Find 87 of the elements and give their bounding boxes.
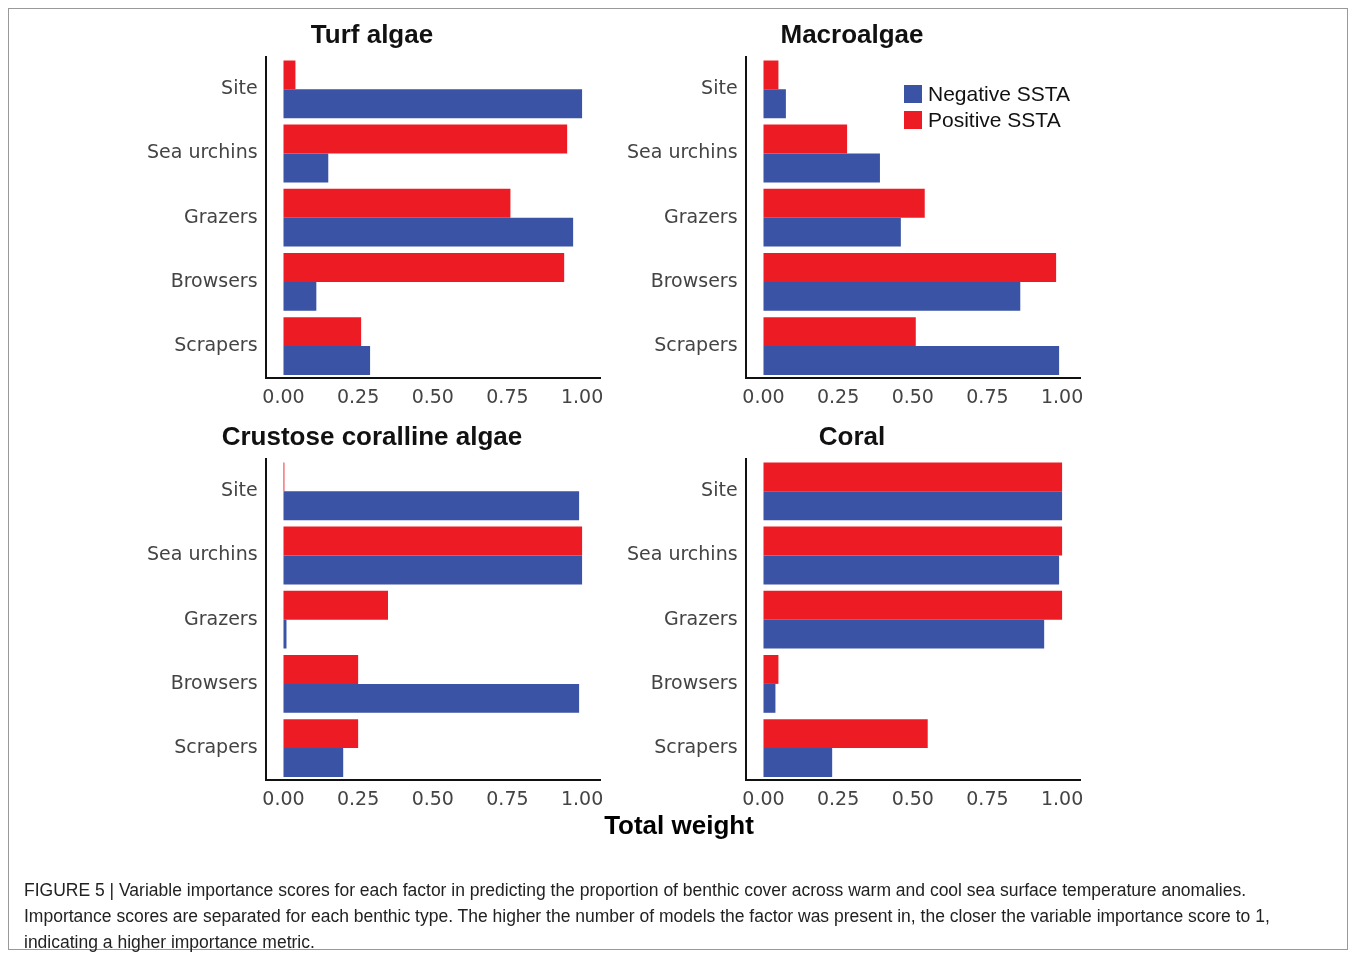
y-tick-label: Grazers	[184, 204, 258, 227]
y-tick-label: Site	[701, 478, 738, 501]
bar	[763, 619, 1045, 649]
x-tick-label: 0.25	[816, 384, 860, 407]
bar	[763, 346, 1060, 375]
y-tick-label: Sea urchins	[147, 542, 258, 565]
caption: FIGURE 5 | Variable importance scores for each factor in predicting the proportion of benthic cover across warm and cool sea surface temperature anomalies. Importance scores are separated for each benthic type. The higher the number of models the factor was present in, the closer the variable importance score to 1, indicating a higher importance metric.	[24, 879, 1271, 954]
bar	[763, 281, 1021, 311]
bar	[763, 719, 928, 749]
y-tick-label: Grazers	[664, 606, 738, 629]
x-tick-label: 0.75	[486, 786, 529, 809]
y-tick-label: Browsers	[650, 268, 738, 291]
y-tick-label: Sea urchins	[627, 140, 738, 163]
bar	[283, 188, 511, 218]
x-tick-label: 1.00	[1040, 786, 1084, 809]
bar	[763, 590, 1063, 620]
bar	[283, 89, 583, 119]
bar	[283, 124, 568, 154]
legend-label: Positive SSTA	[927, 108, 1061, 132]
y-tick-label: Scrapers	[174, 735, 258, 758]
bar	[283, 590, 388, 620]
bar	[283, 748, 344, 777]
x-tick-label: 0.00	[742, 384, 785, 407]
x-tick-label: 0.50	[411, 786, 454, 809]
bar	[763, 748, 833, 777]
legend-label: Negative SSTA	[927, 82, 1070, 106]
bar	[283, 526, 583, 556]
y-tick-label: Browsers	[650, 670, 738, 693]
x-tick-label: 0.75	[966, 786, 1009, 809]
bar	[763, 124, 848, 154]
x-tick-label: 0.25	[336, 786, 380, 809]
x-tick-label: 0.50	[891, 786, 934, 809]
y-tick-label: Scrapers	[654, 735, 738, 758]
bar	[283, 346, 371, 375]
y-tick-label: Site	[221, 478, 258, 501]
chart-title: Crustose coralline algae	[221, 420, 523, 451]
chart-title: Turf algae	[310, 18, 434, 49]
bar	[763, 317, 916, 347]
chart-title: Coral	[818, 420, 886, 451]
y-tick-label: Browsers	[170, 268, 258, 291]
x-tick-label: 0.00	[262, 384, 305, 407]
y-tick-label: Sea urchins	[147, 140, 258, 163]
y-tick-label: Site	[221, 76, 258, 99]
x-axis-title: Total weight	[603, 810, 755, 841]
bar	[763, 153, 880, 183]
bar	[283, 317, 362, 347]
bar	[763, 526, 1063, 556]
bar	[283, 281, 317, 311]
bar	[283, 719, 359, 749]
x-tick-label: 0.00	[742, 786, 785, 809]
chart-title: Macroalgae	[780, 18, 924, 49]
x-tick-label: 1.00	[1040, 384, 1084, 407]
bar	[283, 619, 287, 649]
bar	[763, 491, 1063, 521]
x-tick-label: 0.25	[336, 384, 380, 407]
bar	[283, 683, 580, 713]
y-tick-label: Browsers	[170, 670, 258, 693]
bar	[283, 253, 565, 282]
bar	[763, 188, 925, 218]
x-tick-label: 0.75	[486, 384, 529, 407]
x-tick-label: 1.00	[560, 786, 604, 809]
y-tick-label: Scrapers	[174, 333, 258, 356]
x-tick-label: 0.50	[411, 384, 454, 407]
x-tick-label: 0.75	[966, 384, 1009, 407]
bar	[763, 253, 1057, 282]
y-tick-label: Sea urchins	[627, 542, 738, 565]
x-tick-label: 1.00	[560, 384, 604, 407]
y-tick-label: Grazers	[664, 204, 738, 227]
x-tick-label: 0.50	[891, 384, 934, 407]
y-tick-label: Site	[701, 76, 738, 99]
x-tick-label: 0.25	[816, 786, 860, 809]
bar	[283, 655, 359, 684]
bar	[763, 555, 1060, 585]
bar	[283, 153, 329, 183]
bar	[763, 217, 901, 247]
y-tick-label: Scrapers	[654, 333, 738, 356]
bar	[283, 217, 574, 247]
bar	[283, 555, 583, 585]
bar	[763, 683, 776, 713]
bar	[763, 89, 786, 119]
bar	[763, 60, 779, 90]
bar	[283, 60, 296, 90]
y-tick-label: Grazers	[184, 606, 258, 629]
bar	[763, 462, 1063, 492]
bar	[283, 491, 580, 521]
bar	[763, 655, 779, 684]
x-tick-label: 0.00	[262, 786, 305, 809]
